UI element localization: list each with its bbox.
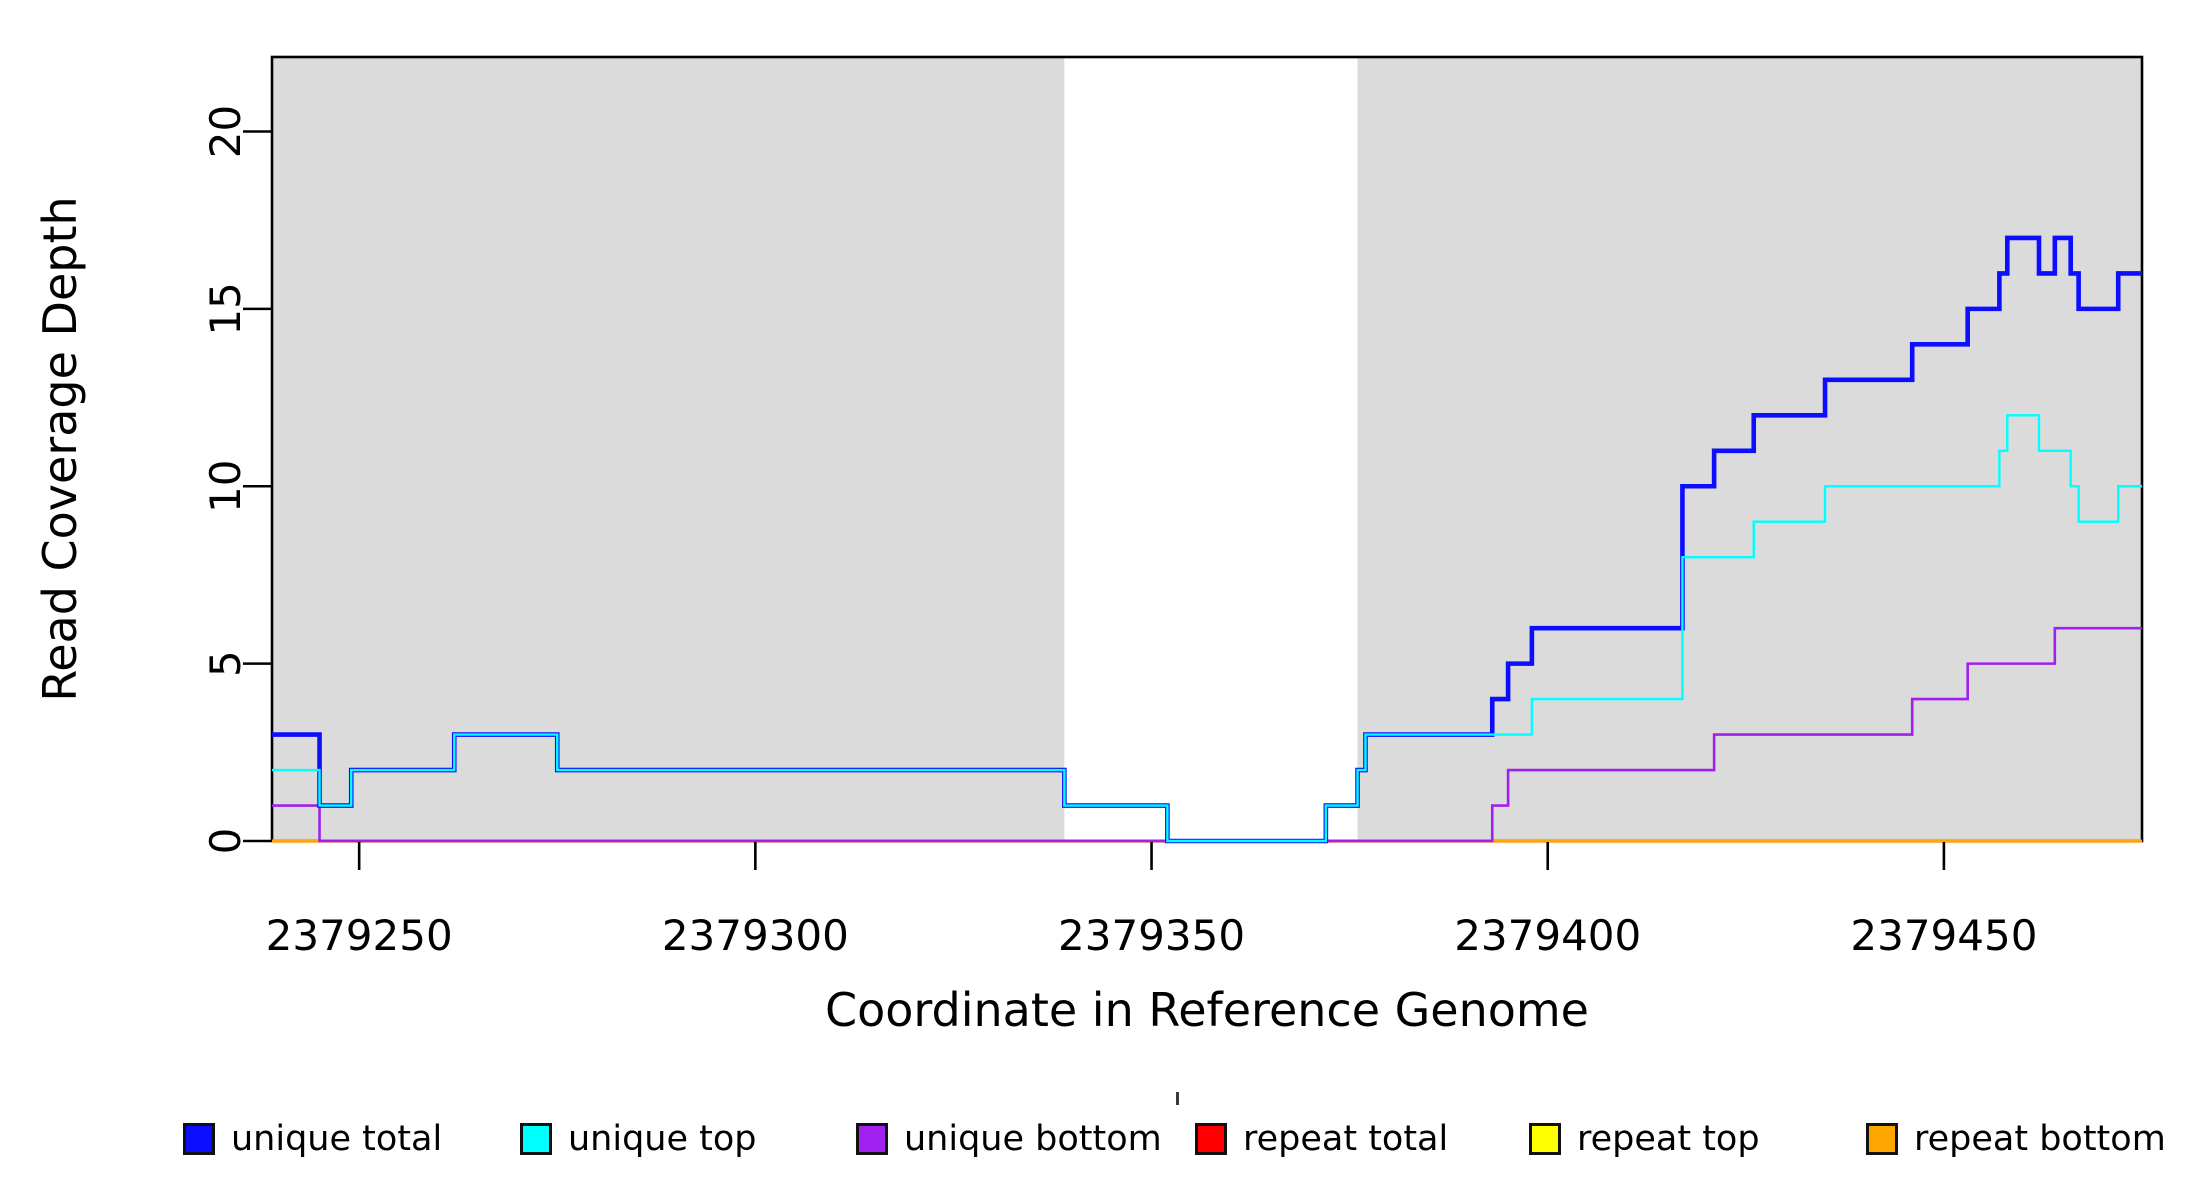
legend-swatch-unique-top xyxy=(520,1123,552,1155)
legend-item-unique-bottom: unique bottom xyxy=(856,1119,1162,1159)
left-shaded-region xyxy=(272,57,1065,841)
legend-swatch-repeat-bottom xyxy=(1866,1123,1898,1155)
legend-item-unique-total: unique total xyxy=(183,1119,442,1159)
legend-label: unique top xyxy=(568,1119,757,1159)
x-tick-label: 2379350 xyxy=(1058,911,1245,960)
y-tick-label: 10 xyxy=(201,460,250,513)
x-axis-title: Coordinate in Reference Genome xyxy=(825,983,1589,1037)
legend-swatch-unique-total xyxy=(183,1123,215,1155)
legend-label: unique bottom xyxy=(904,1119,1162,1159)
series-line-unique-top xyxy=(272,414,2142,843)
legend-item-repeat-total: repeat total xyxy=(1195,1119,1448,1159)
stray-mark xyxy=(1176,1092,1179,1105)
y-tick-label: 5 xyxy=(201,650,250,677)
series-lines xyxy=(272,235,2142,844)
legend-swatch-repeat-top xyxy=(1529,1123,1561,1155)
x-tick-label: 2379400 xyxy=(1454,911,1641,960)
x-tick-label: 2379450 xyxy=(1850,911,2037,960)
series-line-unique-bottom xyxy=(272,626,2142,843)
y-axis: 0 5 10 15 20 xyxy=(201,105,271,855)
y-tick-label: 15 xyxy=(201,282,250,335)
x-tick-label: 2379300 xyxy=(662,911,849,960)
x-tick-label: 2379250 xyxy=(266,911,453,960)
legend-label: repeat bottom xyxy=(1914,1119,2166,1159)
legend-label: repeat top xyxy=(1577,1119,1760,1159)
y-tick-label: 0 xyxy=(201,828,250,855)
y-tick-label: 20 xyxy=(201,105,250,158)
shaded-regions xyxy=(272,57,2142,841)
legend-swatch-repeat-total xyxy=(1195,1123,1227,1155)
legend-swatch-unique-bottom xyxy=(856,1123,888,1155)
x-axis: 2379250 2379300 2379350 2379400 2379450 xyxy=(266,842,2037,960)
plot-legend: unique total unique top unique bottom repea… xyxy=(0,1119,2200,1199)
legend-label: repeat total xyxy=(1243,1119,1449,1159)
legend-item-repeat-bottom: repeat bottom xyxy=(1866,1119,2166,1159)
legend-label: unique total xyxy=(231,1119,443,1159)
legend-item-unique-top: unique top xyxy=(520,1119,757,1159)
legend-item-repeat-top: repeat top xyxy=(1529,1119,1760,1159)
y-axis-title: Read Coverage Depth xyxy=(33,196,87,701)
